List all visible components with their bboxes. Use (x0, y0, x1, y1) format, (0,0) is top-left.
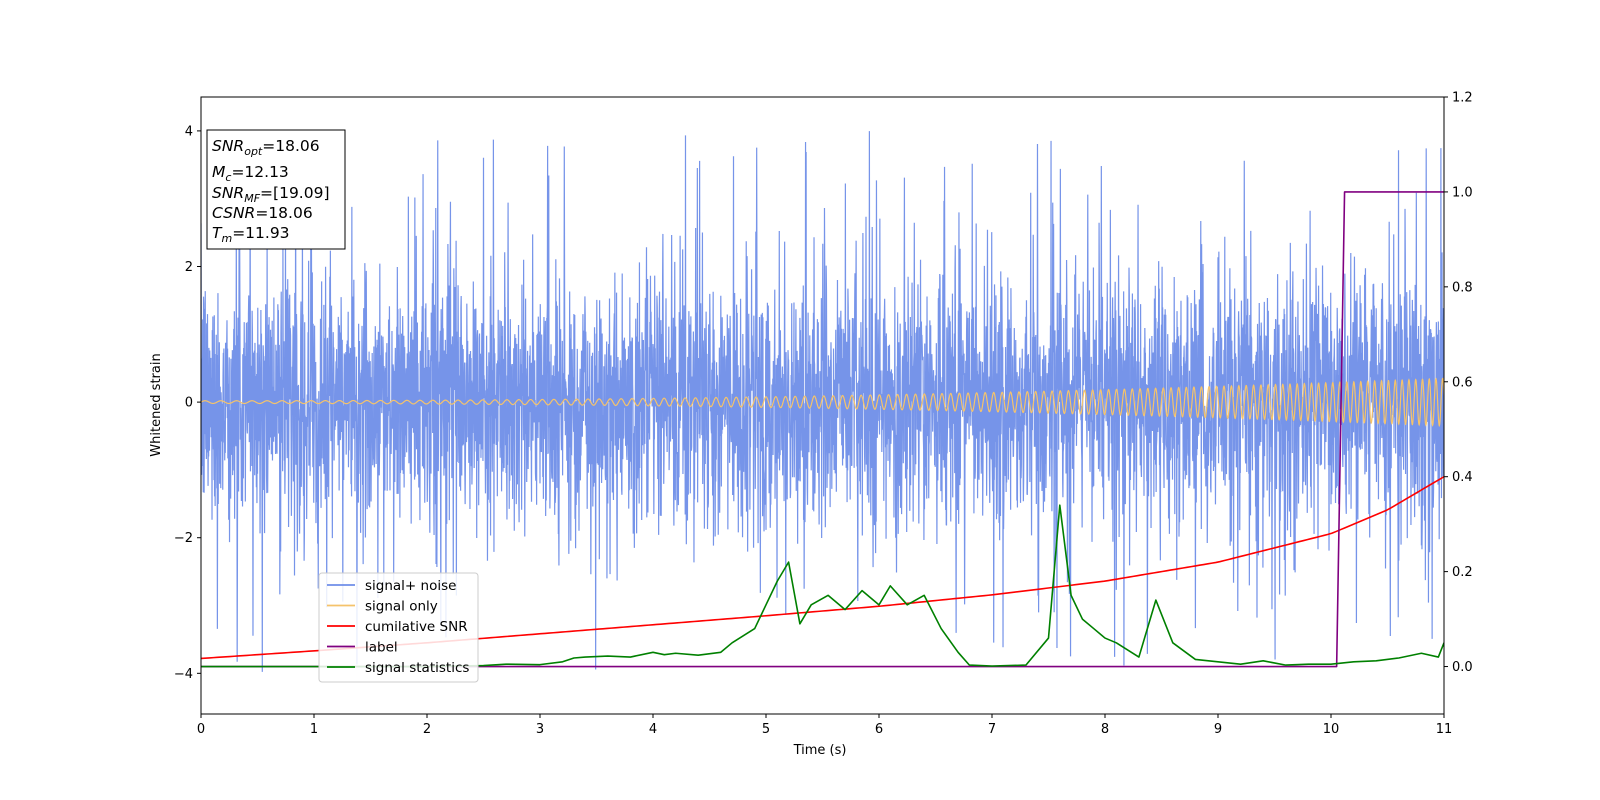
legend-label: signal+ noise (365, 578, 456, 594)
x-axis-label: Time (s) (793, 743, 847, 758)
info-line: SNRopt=18.06 (212, 137, 320, 158)
y-right-tick-label: 0.8 (1452, 280, 1473, 295)
x-tick-label: 11 (1436, 722, 1453, 737)
y-right-tick-label: 0.0 (1452, 660, 1473, 675)
legend-label: label (365, 640, 398, 656)
x-tick-label: 10 (1323, 722, 1340, 737)
series-signal-noise (201, 131, 1444, 672)
legend: signal+ noise signal only cumilative SNR la… (318, 572, 479, 683)
plot-frame (200, 96, 1445, 715)
x-tick-label: 0 (197, 722, 205, 737)
legend-label: signal only (365, 599, 438, 615)
y-left-tick-label: 2 (185, 260, 193, 275)
y-right-tick-label: 1.0 (1452, 185, 1473, 200)
y-axis-left: −4 −2 0 2 4 (174, 124, 201, 682)
y-left-tick-label: −4 (174, 667, 193, 682)
legend-label: cumilative SNR (365, 619, 468, 635)
legend-label: signal statistics (365, 660, 469, 676)
series-signal-statistics (201, 504, 1444, 668)
series-signal-only (201, 377, 1444, 428)
x-tick-label: 4 (649, 722, 657, 737)
x-tick-label: 5 (762, 722, 770, 737)
info-line: SNRMF=[19.09] (212, 184, 330, 205)
y-right-tick-label: 0.6 (1452, 375, 1473, 390)
info-box: SNRopt=18.06 Mc=12.13SNRMF=[19.09]CSNR=18… (206, 129, 346, 250)
y-left-tick-label: 0 (185, 396, 193, 411)
x-tick-label: 7 (988, 722, 996, 737)
y-axis-right: 0.0 0.2 0.4 0.6 0.8 1.0 1.2 (1444, 91, 1473, 675)
x-tick-label: 3 (536, 722, 544, 737)
info-line: Mc=12.13 (212, 163, 289, 184)
series-label (201, 191, 1444, 668)
y-left-tick-label: −2 (174, 531, 193, 546)
info-line: CSNR=18.06 (212, 204, 313, 222)
y-left-tick-label: 4 (185, 124, 193, 139)
x-axis: 0 1 2 3 4 5 6 7 8 9 10 11 (197, 714, 1452, 737)
x-tick-label: 6 (875, 722, 883, 737)
y-right-tick-label: 1.2 (1452, 91, 1473, 106)
x-tick-label: 8 (1101, 722, 1109, 737)
x-tick-label: 2 (423, 722, 431, 737)
y-right-tick-label: 0.4 (1452, 470, 1473, 485)
y-right-tick-label: 0.2 (1452, 565, 1473, 580)
info-line: Tm=11.93 (212, 224, 290, 245)
x-tick-label: 1 (310, 722, 318, 737)
x-tick-label: 9 (1214, 722, 1222, 737)
y-axis-label: Whitened strain (149, 353, 164, 456)
